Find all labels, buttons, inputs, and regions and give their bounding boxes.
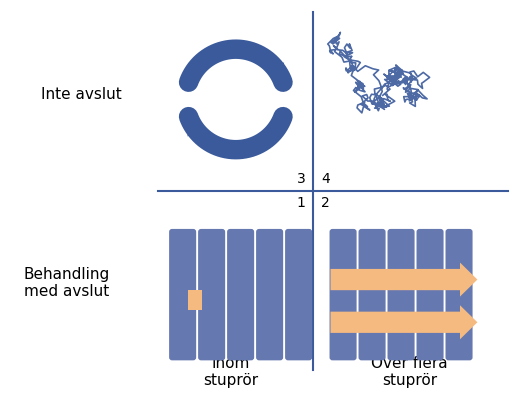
Text: Behandling
med avslut: Behandling med avslut bbox=[24, 267, 110, 299]
FancyBboxPatch shape bbox=[446, 229, 473, 360]
Text: 1: 1 bbox=[296, 196, 306, 210]
FancyBboxPatch shape bbox=[388, 229, 415, 360]
Text: 3: 3 bbox=[297, 172, 306, 187]
Text: 2: 2 bbox=[321, 196, 329, 210]
Text: 4: 4 bbox=[321, 172, 329, 187]
Text: Inte avslut: Inte avslut bbox=[41, 87, 121, 102]
FancyArrow shape bbox=[330, 305, 477, 339]
FancyBboxPatch shape bbox=[285, 229, 312, 360]
FancyBboxPatch shape bbox=[256, 229, 283, 360]
FancyBboxPatch shape bbox=[227, 229, 254, 360]
Text: Över flera
stuprör: Över flera stuprör bbox=[371, 356, 448, 388]
Text: Inom
stuprör: Inom stuprör bbox=[203, 356, 258, 388]
FancyBboxPatch shape bbox=[417, 229, 444, 360]
FancyArrow shape bbox=[330, 262, 477, 297]
FancyBboxPatch shape bbox=[169, 229, 196, 360]
FancyBboxPatch shape bbox=[358, 229, 386, 360]
FancyBboxPatch shape bbox=[198, 229, 225, 360]
FancyBboxPatch shape bbox=[329, 229, 357, 360]
Bar bbox=[188, 290, 202, 310]
